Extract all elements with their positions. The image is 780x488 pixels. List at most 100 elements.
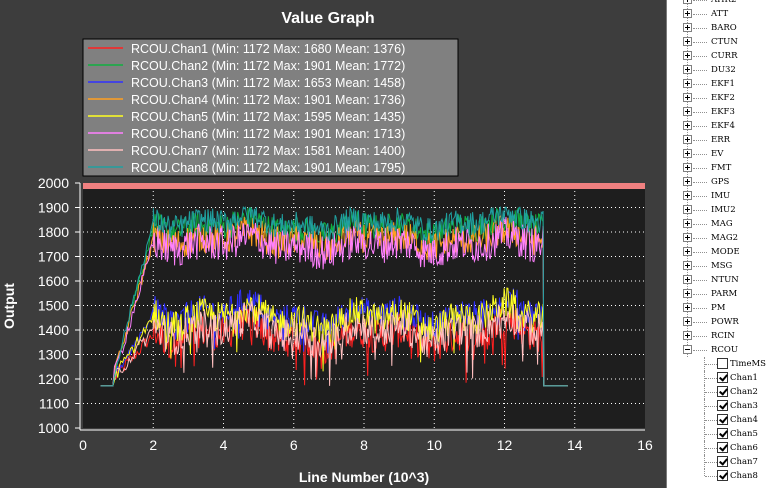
expand-icon[interactable] bbox=[683, 121, 692, 130]
expand-icon[interactable] bbox=[683, 177, 692, 186]
tree-child-chan5[interactable]: Chan5 bbox=[667, 427, 780, 441]
expand-icon[interactable] bbox=[683, 317, 692, 326]
tree-item-ekf3[interactable]: EKF3 bbox=[667, 105, 780, 119]
legend-series-stats: (Min: 1172 Max: 1680 Mean: 1376) bbox=[208, 42, 405, 56]
expand-icon[interactable] bbox=[683, 107, 692, 116]
expand-icon[interactable] bbox=[683, 261, 692, 270]
tree-item-ekf4[interactable]: EKF4 bbox=[667, 119, 780, 133]
tree-connector bbox=[705, 420, 717, 421]
field-tree-panel[interactable]: AHR2 ATT BARO CTUN CURR DU32 EKF1 EKF2 EKF3 EKF4 E… bbox=[666, 0, 780, 488]
y-tick-label: 1500 bbox=[38, 298, 69, 314]
tree-item-ev[interactable]: EV bbox=[667, 147, 780, 161]
tree-child-chan3[interactable]: Chan3 bbox=[667, 399, 780, 413]
tree-item-mag[interactable]: MAG bbox=[667, 217, 780, 231]
tree-child-chan4[interactable]: Chan4 bbox=[667, 413, 780, 427]
tree-item-label: MSG bbox=[711, 261, 733, 271]
tree-connector-line bbox=[704, 469, 705, 476]
legend-entry: RCOU.Chan7 (Min: 1172 Max: 1581 Mean: 14… bbox=[131, 144, 405, 158]
tree-child-chan2[interactable]: Chan2 bbox=[667, 385, 780, 399]
expand-icon[interactable] bbox=[683, 247, 692, 256]
expand-icon[interactable] bbox=[683, 289, 692, 298]
tree-item-fmt[interactable]: FMT bbox=[667, 161, 780, 175]
tree-child-chan1[interactable]: Chan1 bbox=[667, 371, 780, 385]
field-checkbox[interactable] bbox=[717, 358, 728, 369]
y-tick-label: 1600 bbox=[38, 273, 69, 289]
legend-entry: RCOU.Chan2 (Min: 1172 Max: 1901 Mean: 17… bbox=[131, 59, 405, 73]
tree-item-mode[interactable]: MODE bbox=[667, 245, 780, 259]
tree-item-ahr2[interactable]: AHR2 bbox=[667, 0, 780, 7]
field-checkbox[interactable] bbox=[717, 414, 728, 425]
reference-line-2000 bbox=[83, 183, 645, 189]
tree-item-ctun[interactable]: CTUN bbox=[667, 35, 780, 49]
expand-icon[interactable] bbox=[683, 135, 692, 144]
tree-connector bbox=[693, 210, 707, 211]
expand-icon[interactable] bbox=[683, 0, 692, 4]
field-checkbox[interactable] bbox=[717, 428, 728, 439]
expand-icon[interactable] bbox=[683, 191, 692, 200]
tree-item-pm[interactable]: PM bbox=[667, 301, 780, 315]
expand-icon[interactable] bbox=[683, 331, 692, 340]
tree-child-label: Chan3 bbox=[730, 401, 758, 411]
expand-icon[interactable] bbox=[683, 233, 692, 242]
tree-connector-line bbox=[704, 413, 705, 427]
field-checkbox[interactable] bbox=[717, 470, 728, 481]
field-checkbox[interactable] bbox=[717, 386, 728, 397]
tree-item-ekf1[interactable]: EKF1 bbox=[667, 77, 780, 91]
tree-item-rcin[interactable]: RCIN bbox=[667, 329, 780, 343]
expand-icon[interactable] bbox=[683, 303, 692, 312]
x-tick-label: 2 bbox=[149, 437, 157, 453]
tree-connector-line bbox=[704, 385, 705, 399]
tree-item-du32[interactable]: DU32 bbox=[667, 63, 780, 77]
tree-connector bbox=[693, 42, 707, 43]
tree-child-chan8[interactable]: Chan8 bbox=[667, 469, 780, 483]
tree-child-chan7[interactable]: Chan7 bbox=[667, 455, 780, 469]
field-checkbox[interactable] bbox=[717, 442, 728, 453]
tree-child-label: Chan7 bbox=[730, 457, 758, 467]
x-axis-label: Line Number (10^3) bbox=[299, 469, 429, 485]
tree-item-ekf2[interactable]: EKF2 bbox=[667, 91, 780, 105]
legend-entry: RCOU.Chan1 (Min: 1172 Max: 1680 Mean: 13… bbox=[131, 42, 405, 56]
expand-icon[interactable] bbox=[683, 51, 692, 60]
tree-item-msg[interactable]: MSG bbox=[667, 259, 780, 273]
x-tick-label: 4 bbox=[220, 437, 228, 453]
tree-connector bbox=[705, 378, 717, 379]
expand-icon[interactable] bbox=[683, 149, 692, 158]
tree-item-rcou[interactable]: RCOU bbox=[667, 343, 780, 357]
tree-item-gps[interactable]: GPS bbox=[667, 175, 780, 189]
y-tick-label: 1700 bbox=[38, 249, 69, 265]
tree-child-timems[interactable]: TimeMS bbox=[667, 357, 780, 371]
tree-item-label: EKF2 bbox=[711, 93, 735, 103]
tree-item-parm[interactable]: PARM bbox=[667, 287, 780, 301]
tree-item-att[interactable]: ATT bbox=[667, 7, 780, 21]
tree-item-mag2[interactable]: MAG2 bbox=[667, 231, 780, 245]
tree-child-label: Chan1 bbox=[730, 373, 758, 383]
tree-item-imu2[interactable]: IMU2 bbox=[667, 203, 780, 217]
tree-child-chan6[interactable]: Chan6 bbox=[667, 441, 780, 455]
tree-item-ntun[interactable]: NTUN bbox=[667, 273, 780, 287]
field-checkbox[interactable] bbox=[717, 372, 728, 383]
expand-icon[interactable] bbox=[683, 9, 692, 18]
expand-icon[interactable] bbox=[683, 37, 692, 46]
expand-icon[interactable] bbox=[683, 65, 692, 74]
expand-icon[interactable] bbox=[683, 205, 692, 214]
expand-icon[interactable] bbox=[683, 79, 692, 88]
tree-item-imu[interactable]: IMU bbox=[667, 189, 780, 203]
legend-entry: RCOU.Chan8 (Min: 1172 Max: 1901 Mean: 17… bbox=[131, 161, 405, 175]
tree-connector-line bbox=[704, 399, 705, 413]
tree-connector bbox=[693, 70, 707, 71]
tree-child-label: Chan4 bbox=[730, 415, 758, 425]
expand-icon[interactable] bbox=[683, 93, 692, 102]
tree-item-baro[interactable]: BARO bbox=[667, 21, 780, 35]
tree-item-curr[interactable]: CURR bbox=[667, 49, 780, 63]
expand-icon[interactable] bbox=[683, 275, 692, 284]
field-checkbox[interactable] bbox=[717, 400, 728, 411]
collapse-icon[interactable] bbox=[683, 345, 692, 354]
field-checkbox[interactable] bbox=[717, 456, 728, 467]
tree-item-err[interactable]: ERR bbox=[667, 133, 780, 147]
tree-item-powr[interactable]: POWR bbox=[667, 315, 780, 329]
tree-item-label: IMU2 bbox=[711, 205, 736, 215]
expand-icon[interactable] bbox=[683, 23, 692, 32]
expand-icon[interactable] bbox=[683, 219, 692, 228]
expand-icon[interactable] bbox=[683, 163, 692, 172]
tree-connector bbox=[693, 308, 707, 309]
